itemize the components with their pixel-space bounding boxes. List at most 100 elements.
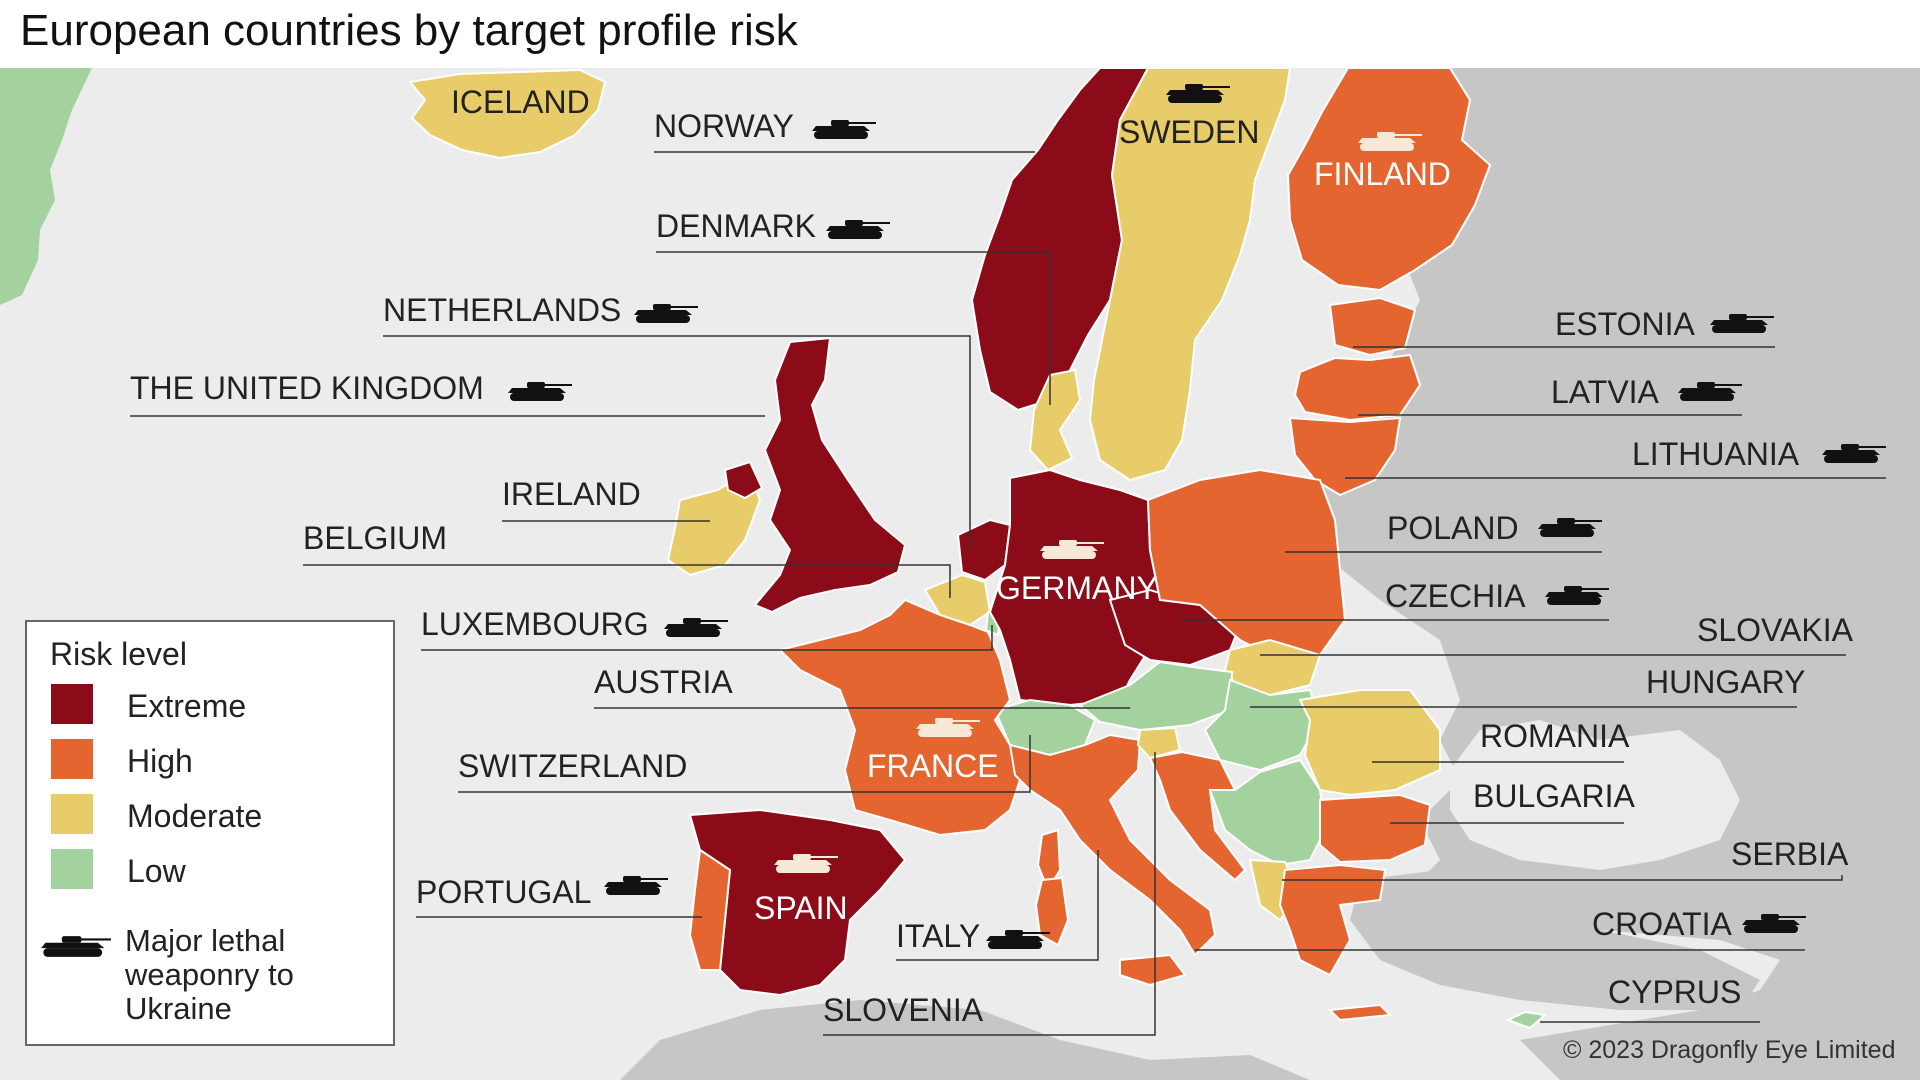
tank-icon bbox=[986, 928, 1050, 950]
tank-icon bbox=[1710, 312, 1774, 334]
bulgaria-shape bbox=[1319, 793, 1432, 864]
tank-icon bbox=[1742, 912, 1806, 934]
legend-label-moderate: Moderate bbox=[127, 798, 263, 834]
italy-shape bbox=[1008, 733, 1217, 957]
turkey bbox=[1350, 870, 1760, 1010]
north-africa bbox=[620, 1000, 1310, 1080]
croatia-shape bbox=[1148, 750, 1247, 882]
label-uk: THE UNITED KINGDOM bbox=[130, 370, 484, 406]
tank-icon bbox=[916, 716, 980, 738]
lithuania-shape bbox=[1288, 416, 1402, 497]
black-sea bbox=[1450, 720, 1740, 870]
legend-title: Risk level bbox=[50, 636, 187, 672]
tank-icon bbox=[1545, 584, 1609, 606]
label-italy: ITALY bbox=[896, 918, 981, 954]
legend-label-extreme: Extreme bbox=[127, 688, 247, 724]
tank-icon bbox=[812, 118, 876, 140]
cyprus-shape bbox=[1505, 1010, 1548, 1030]
leader-switzerland bbox=[458, 735, 1031, 793]
label-iceland: ICELAND bbox=[451, 84, 590, 120]
crete-shape bbox=[1327, 1003, 1393, 1022]
label-portugal: PORTUGAL bbox=[416, 874, 592, 910]
greece-shape bbox=[1278, 863, 1387, 977]
tank-icon bbox=[826, 218, 890, 240]
legend: Risk level Extreme High Moderate Low Maj… bbox=[25, 620, 395, 1046]
tank-icon bbox=[1358, 130, 1422, 152]
tank-icon bbox=[41, 934, 111, 958]
denmark-shape bbox=[1028, 368, 1082, 472]
slovenia-shape bbox=[1136, 726, 1182, 760]
sicily-shape bbox=[1119, 953, 1187, 987]
leader-denmark bbox=[656, 251, 1051, 405]
portugal-shape bbox=[688, 848, 732, 971]
tank-icon bbox=[1166, 82, 1230, 104]
sardinia-shape bbox=[1034, 876, 1070, 947]
tank-icon bbox=[1538, 516, 1602, 538]
map-title: European countries by target profile ris… bbox=[20, 6, 798, 55]
finland-shape bbox=[1286, 68, 1492, 292]
leader-luxembourg bbox=[421, 625, 993, 651]
label-luxembourg: LUXEMBOURG bbox=[421, 606, 649, 642]
copyright: © 2023 Dragonfly Eye Limited bbox=[1563, 1036, 1896, 1064]
label-poland: POLAND bbox=[1387, 510, 1519, 546]
label-estonia: ESTONIA bbox=[1555, 306, 1695, 342]
leader-serbia bbox=[1282, 875, 1843, 881]
tank-icon bbox=[1678, 380, 1742, 402]
label-slovakia: SLOVAKIA bbox=[1697, 612, 1853, 648]
tank-icon bbox=[604, 874, 668, 896]
label-cyprus: CYPRUS bbox=[1608, 974, 1742, 1010]
legend-label-weaponry: Major lethal weaponry to Ukraine bbox=[125, 923, 294, 1026]
legend-swatch-low bbox=[51, 849, 93, 889]
label-lithuania: LITHUANIA bbox=[1632, 436, 1800, 472]
label-bulgaria: BULGARIA bbox=[1473, 778, 1635, 814]
label-ireland: IRELAND bbox=[502, 476, 641, 512]
label-finland: FINLAND bbox=[1314, 156, 1451, 192]
label-slovenia: SLOVENIA bbox=[823, 992, 984, 1028]
label-latvia: LATVIA bbox=[1551, 374, 1659, 410]
tank-icon bbox=[1822, 442, 1886, 464]
legend-swatch-extreme bbox=[51, 684, 93, 724]
legend-label-high: High bbox=[127, 743, 193, 779]
tank-icon bbox=[634, 302, 698, 324]
leader-lines bbox=[130, 151, 1886, 1036]
estonia-shape bbox=[1328, 296, 1417, 357]
legend-swatch-high bbox=[51, 739, 93, 779]
label-norway: NORWAY bbox=[654, 108, 794, 144]
poland-shape bbox=[1146, 468, 1347, 662]
tank-icon bbox=[1040, 538, 1104, 560]
europe-map: ICELAND NORWAY SWEDEN FINLAND DENMARK NE… bbox=[0, 68, 1920, 1080]
tank-icon bbox=[664, 616, 728, 638]
label-austria: AUSTRIA bbox=[594, 664, 733, 700]
leader-italy bbox=[896, 850, 1099, 961]
label-france: FRANCE bbox=[867, 748, 999, 784]
label-czechia: CZECHIA bbox=[1385, 578, 1526, 614]
greenland bbox=[0, 68, 92, 305]
iceland-shape bbox=[408, 68, 607, 160]
label-spain: SPAIN bbox=[754, 890, 848, 926]
hungary-shape bbox=[1203, 678, 1322, 772]
label-switzerland: SWITZERLAND bbox=[458, 748, 688, 784]
non-eu-land-east bbox=[1300, 68, 1920, 1080]
tank-icon bbox=[508, 380, 572, 402]
leader-netherlands bbox=[383, 335, 971, 548]
latvia-shape bbox=[1293, 353, 1422, 422]
northern-ireland-shape bbox=[723, 460, 764, 500]
label-romania: ROMANIA bbox=[1480, 718, 1630, 754]
label-denmark: DENMARK bbox=[656, 208, 817, 244]
uk-shape bbox=[753, 336, 907, 614]
label-germany: GERMANY bbox=[996, 570, 1158, 606]
legend-swatch-moderate bbox=[51, 794, 93, 834]
label-netherlands: NETHERLANDS bbox=[383, 292, 622, 328]
leader-slovenia bbox=[823, 752, 1156, 1036]
label-sweden: SWEDEN bbox=[1119, 114, 1260, 150]
leader-belgium bbox=[303, 564, 951, 598]
label-croatia: CROATIA bbox=[1592, 906, 1732, 942]
label-serbia: SERBIA bbox=[1731, 836, 1849, 872]
sweden-shape bbox=[1088, 68, 1292, 482]
france-shape bbox=[778, 598, 1022, 837]
romania-shape bbox=[1298, 689, 1441, 797]
label-belgium: BELGIUM bbox=[303, 520, 448, 556]
tank-icon bbox=[774, 852, 838, 874]
label-hungary: HUNGARY bbox=[1646, 664, 1806, 700]
legend-label-low: Low bbox=[127, 853, 186, 889]
